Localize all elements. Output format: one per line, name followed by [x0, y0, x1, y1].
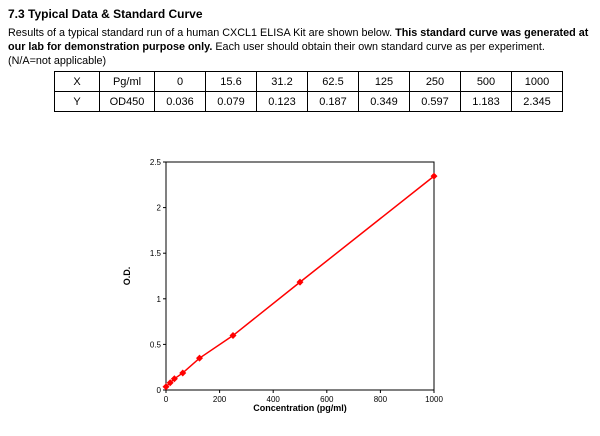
data-point-marker	[179, 369, 187, 377]
table-cell: 0.187	[307, 91, 359, 113]
standard-data-table: X Pg/ml 0 15.6 31.2 62.5 125 250 500 100…	[54, 71, 563, 113]
data-point-marker	[162, 383, 170, 391]
table-cell: 2.345	[511, 91, 563, 113]
x-tick-label: 600	[320, 395, 334, 404]
chart-series: 0 0.5 1 1.5 2 2.5 0 200 400 600 800 1000	[150, 158, 444, 404]
body-text-bold: This standard curve was generated at our…	[8, 27, 589, 54]
table-cell: 250	[409, 71, 461, 93]
table-cell: 15.6	[205, 71, 257, 93]
data-point-marker	[430, 172, 438, 180]
data-point-marker	[229, 332, 237, 340]
y-tick-label: 2.5	[150, 158, 162, 167]
table-cell: Y	[54, 91, 100, 113]
x-axis-label: Concentration (pg/ml)	[253, 403, 347, 413]
data-point-marker	[196, 354, 203, 362]
section-heading: 7.3 Typical Data & Standard Curve	[8, 7, 203, 21]
body-text-2: Each user should obtain their own standa…	[212, 41, 545, 54]
body-paragraph: Results of a typical standard run of a h…	[8, 26, 592, 68]
x-tick-label: 400	[267, 395, 281, 404]
body-text-na-note: (N/A=not applicable)	[8, 55, 107, 68]
y-axis-label: O.D.	[122, 267, 132, 286]
x-tick-label: 800	[374, 395, 388, 404]
table-cell: 125	[358, 71, 410, 93]
data-point-marker	[296, 278, 304, 286]
standard-curve-chart: 0 0.5 1 1.5 2 2.5 0 200 400 600 800 1000 O.D. Conce…	[122, 158, 444, 413]
x-tick-label: 1000	[425, 395, 443, 404]
table-row-x: X Pg/ml 0 15.6 31.2 62.5 125 250 500 100…	[54, 71, 563, 93]
table-cell: 31.2	[256, 71, 308, 93]
x-tick-label: 0	[164, 395, 169, 404]
y-tick-label: 0	[157, 386, 162, 395]
body-text-1: Results of a typical standard run of a h…	[8, 27, 396, 39]
table-cell: 0.597	[409, 91, 461, 113]
table-cell: 1.183	[460, 91, 512, 113]
data-point-marker	[170, 375, 178, 383]
table-cell: 0	[154, 71, 206, 93]
standard-curve-figure: 0 0.5 1 1.5 2 2.5 0 200 400 600 800 1000 O.D. Conce…	[116, 152, 466, 423]
table-cell: 0.036	[154, 91, 206, 113]
table-cell: 62.5	[307, 71, 359, 93]
y-tick-label: 0.5	[150, 340, 162, 349]
table-cell: 0.123	[256, 91, 308, 113]
table-cell: 0.079	[205, 91, 257, 113]
data-point-marker	[166, 379, 174, 387]
y-tick-label: 1	[157, 295, 162, 304]
table-row-y: Y OD450 0.036 0.079 0.123 0.187 0.349 0.…	[54, 91, 563, 113]
table-cell: OD450	[99, 91, 155, 113]
x-tick-label: 200	[213, 395, 227, 404]
plot-area	[165, 161, 435, 391]
table-cell: X	[54, 71, 100, 93]
table-cell: 1000	[511, 71, 563, 93]
table-cell: Pg/ml	[99, 71, 155, 93]
table-cell: 500	[460, 71, 512, 93]
y-tick-label: 2	[157, 204, 162, 213]
y-tick-label: 1.5	[150, 249, 162, 258]
table-cell: 0.349	[358, 91, 410, 113]
